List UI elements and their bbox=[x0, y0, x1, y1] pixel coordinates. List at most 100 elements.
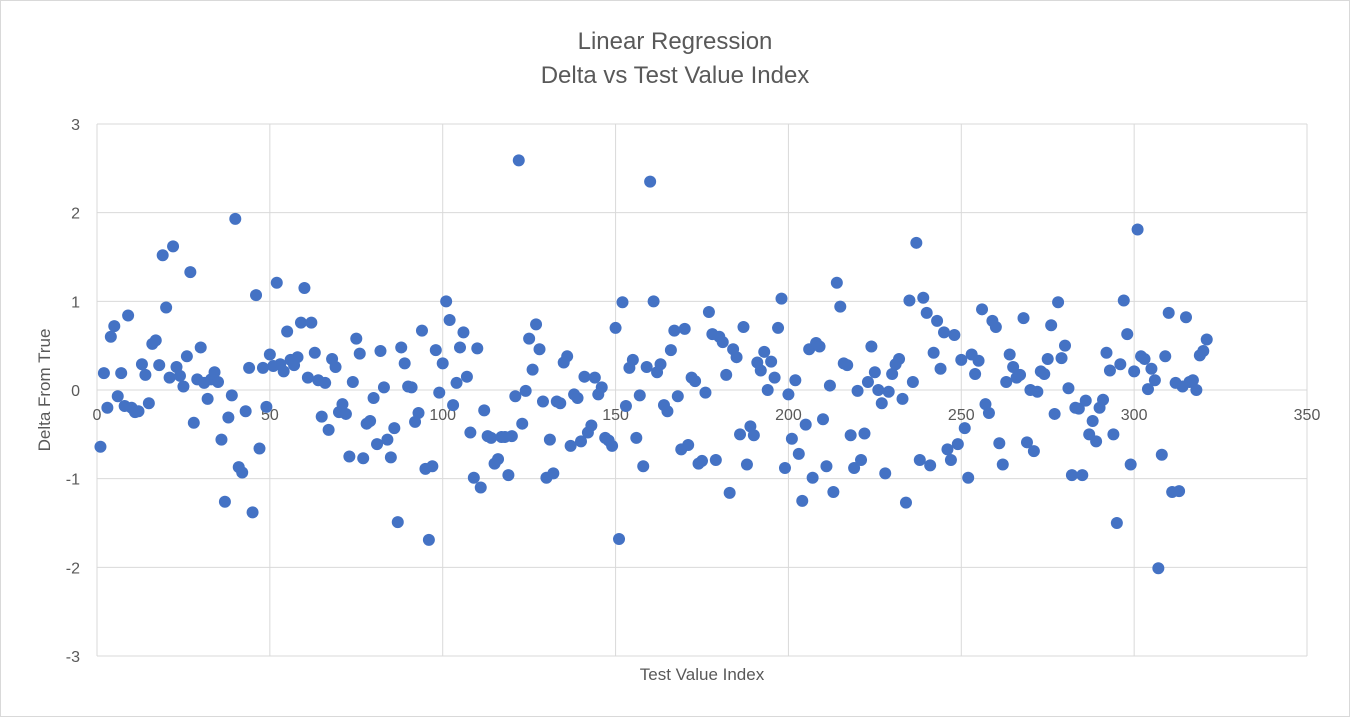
data-point bbox=[384, 451, 397, 464]
data-point bbox=[153, 359, 166, 372]
data-point bbox=[944, 454, 957, 467]
data-point bbox=[1180, 311, 1192, 324]
y-tick-label: -2 bbox=[66, 560, 80, 577]
data-point bbox=[122, 309, 135, 322]
data-point bbox=[142, 397, 155, 410]
x-axis-title: Test Value Index bbox=[640, 665, 765, 684]
data-point bbox=[931, 314, 944, 327]
data-point bbox=[699, 386, 712, 399]
data-point bbox=[972, 354, 985, 367]
data-point bbox=[1052, 296, 1065, 309]
data-point bbox=[792, 447, 805, 460]
data-point bbox=[678, 322, 691, 335]
data-point bbox=[740, 458, 753, 471]
data-point bbox=[1173, 485, 1186, 498]
data-point bbox=[1065, 469, 1078, 482]
data-point bbox=[212, 376, 224, 389]
data-point bbox=[530, 318, 543, 331]
y-tick-label: 3 bbox=[71, 117, 80, 134]
data-point bbox=[588, 371, 601, 384]
data-point bbox=[353, 347, 366, 360]
data-point bbox=[913, 454, 926, 467]
data-point bbox=[1017, 312, 1030, 325]
data-point bbox=[906, 376, 919, 389]
data-point bbox=[882, 385, 895, 398]
data-point bbox=[357, 452, 370, 465]
data-point bbox=[415, 324, 428, 337]
data-point bbox=[606, 439, 619, 452]
data-point bbox=[1197, 344, 1210, 357]
data-point bbox=[958, 422, 971, 435]
data-point bbox=[851, 384, 864, 397]
data-point bbox=[561, 350, 574, 363]
data-point bbox=[343, 450, 356, 463]
data-point bbox=[841, 359, 854, 372]
data-point bbox=[575, 435, 587, 448]
data-point bbox=[1072, 402, 1085, 415]
data-point bbox=[163, 371, 176, 384]
data-point bbox=[97, 367, 110, 380]
data-point bbox=[215, 433, 228, 446]
data-point bbox=[1062, 382, 1075, 395]
data-point bbox=[502, 469, 515, 482]
data-point bbox=[1003, 348, 1016, 361]
data-point bbox=[917, 291, 930, 304]
data-point bbox=[682, 438, 695, 451]
data-point bbox=[927, 346, 940, 359]
x-tick-label: 150 bbox=[602, 407, 629, 424]
data-point bbox=[509, 390, 522, 403]
y-tick-label: 1 bbox=[71, 294, 80, 311]
data-point bbox=[723, 486, 736, 499]
x-tick-label: 100 bbox=[429, 407, 456, 424]
data-point bbox=[1020, 436, 1033, 449]
data-point bbox=[938, 326, 950, 339]
data-point bbox=[875, 397, 888, 410]
data-points bbox=[94, 154, 1213, 575]
data-point bbox=[381, 433, 394, 446]
data-point bbox=[924, 459, 937, 472]
data-point bbox=[696, 454, 708, 467]
data-point bbox=[910, 236, 923, 249]
data-point bbox=[336, 398, 349, 411]
data-point bbox=[1124, 458, 1137, 471]
data-point bbox=[547, 467, 560, 480]
data-point bbox=[585, 419, 598, 432]
data-point bbox=[689, 375, 702, 388]
data-point bbox=[820, 460, 833, 473]
data-point bbox=[879, 467, 892, 480]
data-point bbox=[758, 345, 771, 358]
data-point bbox=[454, 341, 466, 354]
data-point bbox=[457, 326, 470, 339]
data-point bbox=[969, 368, 982, 381]
data-point bbox=[654, 358, 667, 371]
data-point bbox=[799, 418, 812, 431]
y-axis-title: Delta From True bbox=[35, 329, 54, 452]
data-point bbox=[782, 388, 795, 401]
data-point bbox=[256, 361, 269, 374]
data-point bbox=[1027, 445, 1040, 458]
data-point bbox=[754, 364, 767, 377]
data-point bbox=[806, 471, 819, 484]
data-point bbox=[315, 410, 328, 423]
data-point bbox=[1138, 352, 1151, 365]
data-point bbox=[243, 361, 256, 374]
data-point bbox=[813, 340, 826, 353]
data-point bbox=[377, 381, 390, 394]
data-point bbox=[187, 416, 200, 429]
data-point bbox=[236, 466, 249, 479]
data-point bbox=[371, 438, 384, 451]
data-point bbox=[817, 413, 829, 426]
data-point bbox=[298, 282, 311, 295]
data-point bbox=[844, 429, 857, 442]
data-point bbox=[903, 294, 916, 307]
data-point bbox=[564, 439, 577, 452]
data-point bbox=[426, 460, 439, 473]
data-point bbox=[246, 506, 259, 519]
data-point bbox=[872, 384, 885, 396]
data-point bbox=[388, 422, 401, 435]
data-point bbox=[229, 212, 242, 225]
data-point bbox=[613, 532, 626, 545]
data-point bbox=[1041, 352, 1054, 365]
data-point bbox=[633, 389, 646, 402]
data-point bbox=[436, 357, 449, 370]
